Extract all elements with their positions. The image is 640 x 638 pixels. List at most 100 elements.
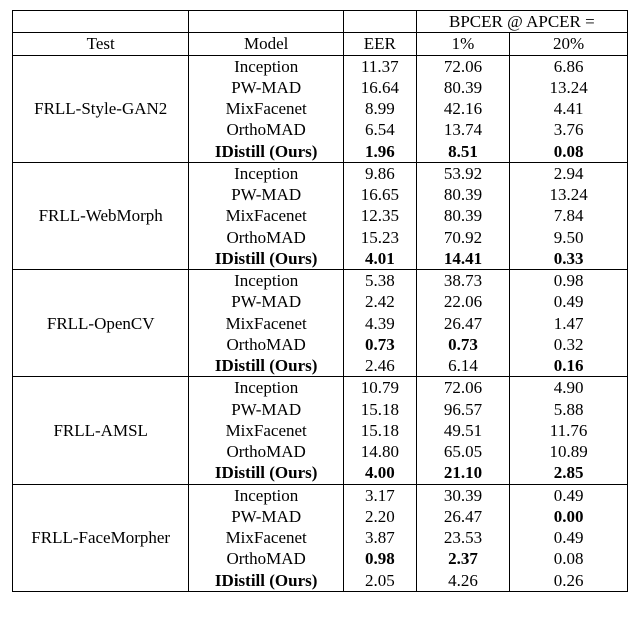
eer-cell: 3.87 [343,527,416,548]
eer-cell: 4.01 [343,248,416,270]
eer-cell: 2.46 [343,355,416,377]
eer-cell: 4.00 [343,462,416,484]
test-label: FRLL-OpenCV [13,270,189,377]
b20-cell: 13.24 [510,77,628,98]
b1-cell: 80.39 [416,77,509,98]
model-cell: Inception [189,484,344,506]
b1-cell: 4.26 [416,570,509,592]
b20-cell: 3.76 [510,119,628,140]
eer-cell: 15.18 [343,399,416,420]
b1-cell: 26.47 [416,313,509,334]
b1-cell: 6.14 [416,355,509,377]
b20-cell: 0.26 [510,570,628,592]
test-label: FRLL-FaceMorpher [13,484,189,591]
model-cell: OrthoMAD [189,227,344,248]
eer-cell: 3.17 [343,484,416,506]
eer-cell: 1.96 [343,141,416,163]
b1-cell: 53.92 [416,162,509,184]
model-cell: PW-MAD [189,77,344,98]
b20-cell: 7.84 [510,205,628,226]
model-cell: Inception [189,55,344,77]
b1-cell: 30.39 [416,484,509,506]
eer-cell: 14.80 [343,441,416,462]
eer-cell: 2.05 [343,570,416,592]
b1-cell: 8.51 [416,141,509,163]
results-table-container: BPCER @ APCER = Test Model EER 1% 20% FR… [12,10,628,592]
eer-cell: 16.64 [343,77,416,98]
b1-cell: 13.74 [416,119,509,140]
model-cell: Inception [189,162,344,184]
eer-cell: 2.42 [343,291,416,312]
eer-cell: 15.23 [343,227,416,248]
eer-cell: 12.35 [343,205,416,226]
b20-cell: 0.16 [510,355,628,377]
model-cell: MixFacenet [189,527,344,548]
model-cell: IDistill (Ours) [189,248,344,270]
b1-cell: 38.73 [416,270,509,292]
b1-cell: 14.41 [416,248,509,270]
b1-cell: 21.10 [416,462,509,484]
b20-cell: 5.88 [510,399,628,420]
test-label: FRLL-Style-GAN2 [13,55,189,162]
model-cell: IDistill (Ours) [189,141,344,163]
model-cell: MixFacenet [189,420,344,441]
b20-cell: 4.90 [510,377,628,399]
model-cell: PW-MAD [189,184,344,205]
b20-cell: 0.98 [510,270,628,292]
b1-cell: 80.39 [416,184,509,205]
model-cell: IDistill (Ours) [189,570,344,592]
eer-cell: 8.99 [343,98,416,119]
b20-cell: 6.86 [510,55,628,77]
header-empty-eer [343,11,416,33]
b20-cell: 10.89 [510,441,628,462]
model-cell: PW-MAD [189,399,344,420]
test-label: FRLL-AMSL [13,377,189,484]
header-b20: 20% [510,33,628,55]
eer-cell: 0.73 [343,334,416,355]
b1-cell: 23.53 [416,527,509,548]
eer-cell: 11.37 [343,55,416,77]
header-bpcer: BPCER @ APCER = [416,11,627,33]
header-eer: EER [343,33,416,55]
b20-cell: 4.41 [510,98,628,119]
eer-cell: 4.39 [343,313,416,334]
b20-cell: 9.50 [510,227,628,248]
b1-cell: 22.06 [416,291,509,312]
b20-cell: 0.49 [510,527,628,548]
model-cell: OrthoMAD [189,548,344,569]
model-cell: PW-MAD [189,291,344,312]
model-cell: Inception [189,270,344,292]
eer-cell: 16.65 [343,184,416,205]
b20-cell: 2.85 [510,462,628,484]
header-model: Model [189,33,344,55]
b20-cell: 0.08 [510,548,628,569]
b20-cell: 0.08 [510,141,628,163]
header-empty-test [13,11,189,33]
eer-cell: 5.38 [343,270,416,292]
b1-cell: 96.57 [416,399,509,420]
model-cell: PW-MAD [189,506,344,527]
model-cell: IDistill (Ours) [189,355,344,377]
header-empty-model [189,11,344,33]
model-cell: IDistill (Ours) [189,462,344,484]
test-label: FRLL-WebMorph [13,162,189,269]
model-cell: Inception [189,377,344,399]
eer-cell: 15.18 [343,420,416,441]
model-cell: MixFacenet [189,98,344,119]
eer-cell: 2.20 [343,506,416,527]
b20-cell: 0.33 [510,248,628,270]
eer-cell: 0.98 [343,548,416,569]
model-cell: OrthoMAD [189,441,344,462]
b1-cell: 0.73 [416,334,509,355]
b1-cell: 26.47 [416,506,509,527]
header-b1: 1% [416,33,509,55]
b20-cell: 1.47 [510,313,628,334]
b20-cell: 11.76 [510,420,628,441]
b1-cell: 42.16 [416,98,509,119]
model-cell: OrthoMAD [189,334,344,355]
b20-cell: 2.94 [510,162,628,184]
b20-cell: 0.49 [510,291,628,312]
b1-cell: 70.92 [416,227,509,248]
model-cell: MixFacenet [189,313,344,334]
eer-cell: 6.54 [343,119,416,140]
